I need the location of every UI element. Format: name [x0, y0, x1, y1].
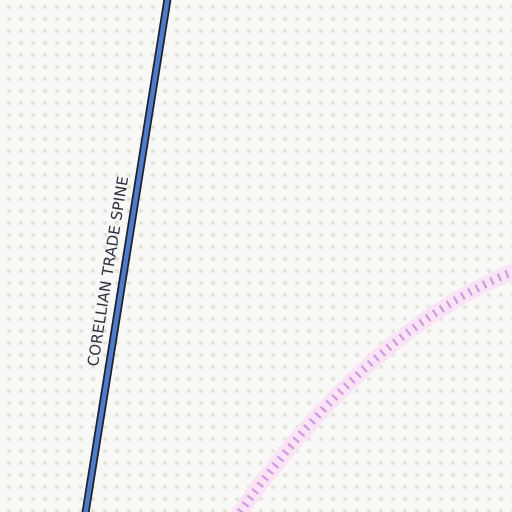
- boundary-line: [232, 264, 512, 512]
- route-line[interactable]: [83, 0, 170, 512]
- boundary-dashes: [236, 268, 512, 512]
